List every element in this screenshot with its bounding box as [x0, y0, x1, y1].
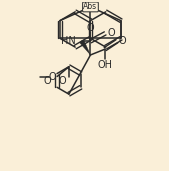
Polygon shape [80, 40, 90, 55]
FancyBboxPatch shape [83, 2, 98, 12]
Text: O: O [87, 23, 94, 34]
Text: O: O [49, 73, 56, 82]
Text: O: O [44, 76, 51, 86]
Text: HN: HN [61, 36, 76, 46]
Text: OH: OH [98, 60, 113, 70]
Text: O: O [58, 76, 66, 86]
Text: O: O [107, 28, 115, 38]
Text: Abs: Abs [83, 2, 98, 11]
Text: O: O [119, 36, 127, 46]
